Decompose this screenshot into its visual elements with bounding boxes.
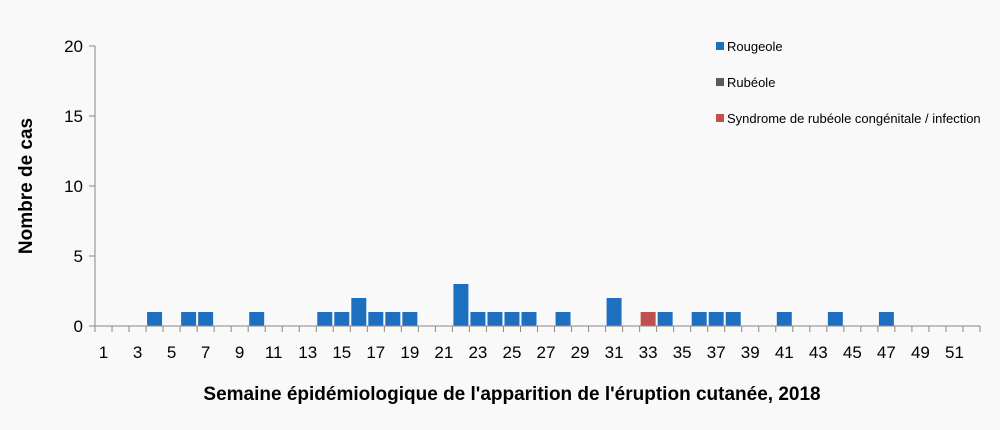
x-tick-label: 25 bbox=[503, 343, 522, 362]
x-tick-label: 27 bbox=[537, 343, 556, 362]
x-tick-label: 21 bbox=[434, 343, 453, 362]
x-tick-label: 23 bbox=[468, 343, 487, 362]
bar-rougeole-week-23 bbox=[470, 312, 486, 326]
y-tick-label: 0 bbox=[74, 317, 83, 336]
y-axis-title: Nombre de cas bbox=[16, 118, 37, 254]
x-tick-label: 13 bbox=[298, 343, 317, 362]
y-tick-label: 5 bbox=[74, 247, 83, 266]
x-tick-label: 39 bbox=[741, 343, 760, 362]
bar-rougeole-week-37 bbox=[708, 312, 724, 326]
bar-rougeole-week-41 bbox=[776, 312, 792, 326]
legend-label: Rougeole bbox=[727, 39, 783, 54]
legend-label: Rubéole bbox=[727, 75, 775, 90]
bar-rougeole-week-15 bbox=[334, 312, 350, 326]
bar-rougeole-week-25 bbox=[504, 312, 520, 326]
x-tick-label: 51 bbox=[945, 343, 964, 362]
bar-syndrome-week-33 bbox=[640, 312, 656, 326]
bar-rougeole-week-16 bbox=[351, 298, 367, 326]
legend: Rougeole Rubéole Syndrome de rubéole congé… bbox=[716, 39, 981, 126]
bar-rougeole-week-36 bbox=[691, 312, 707, 326]
legend-swatch bbox=[716, 78, 724, 86]
x-tick-label: 17 bbox=[366, 343, 385, 362]
x-tick-label: 5 bbox=[167, 343, 176, 362]
x-tick-label: 41 bbox=[775, 343, 794, 362]
bar-rougeole-week-22 bbox=[453, 284, 469, 326]
x-tick-label: 47 bbox=[877, 343, 896, 362]
x-tick-label: 33 bbox=[639, 343, 658, 362]
x-tick-label: 29 bbox=[571, 343, 590, 362]
bar-rougeole-week-18 bbox=[385, 312, 401, 326]
x-tick-label: 31 bbox=[605, 343, 624, 362]
bar-rougeole-week-34 bbox=[657, 312, 673, 326]
bar-rougeole-week-31 bbox=[606, 298, 622, 326]
x-tick-label: 15 bbox=[332, 343, 351, 362]
x-tick-label: 37 bbox=[707, 343, 726, 362]
bar-rougeole-week-38 bbox=[725, 312, 741, 326]
y-tick-label: 20 bbox=[64, 37, 83, 56]
y-tick-label: 15 bbox=[64, 107, 83, 126]
legend-label: Syndrome de rubéole congénitale / infect… bbox=[727, 111, 981, 126]
x-tick-label: 11 bbox=[265, 343, 283, 362]
x-tick-label: 43 bbox=[809, 343, 828, 362]
x-axis: 1 3 5 7 9 11 13 15 17 19 21 23 25 27 29 31 33 35 37 39 41 43 4… bbox=[94, 325, 981, 362]
bar-rougeole-week-4 bbox=[147, 312, 163, 326]
bar-rougeole-week-19 bbox=[402, 312, 418, 326]
bar-rougeole-week-44 bbox=[827, 312, 843, 326]
bar-rougeole-week-7 bbox=[198, 312, 214, 326]
bar-rougeole-week-6 bbox=[181, 312, 197, 326]
y-tick-label: 10 bbox=[64, 177, 83, 196]
x-tick-label: 7 bbox=[201, 343, 210, 362]
bar-rougeole-week-17 bbox=[368, 312, 384, 326]
x-tick-label: 1 bbox=[99, 343, 108, 362]
x-tick-label: 45 bbox=[843, 343, 862, 362]
bar-rougeole-week-14 bbox=[317, 312, 333, 326]
bar-rougeole-week-10 bbox=[249, 312, 265, 326]
bar-rougeole-week-47 bbox=[878, 312, 894, 326]
bar-rougeole-week-26 bbox=[521, 312, 537, 326]
legend-swatch bbox=[716, 114, 724, 122]
bars-group bbox=[147, 284, 894, 326]
x-axis-title: Semaine épidémiologique de l'apparition … bbox=[203, 384, 820, 405]
x-tick-label: 35 bbox=[673, 343, 692, 362]
bar-rougeole-week-24 bbox=[487, 312, 503, 326]
y-axis: 0 5 10 15 20 bbox=[64, 37, 96, 336]
bar-rougeole-week-28 bbox=[555, 312, 571, 326]
x-tick-label: 3 bbox=[133, 343, 142, 362]
x-tick-label: 9 bbox=[235, 343, 244, 362]
legend-swatch bbox=[716, 42, 724, 50]
x-tick-label: 49 bbox=[911, 343, 930, 362]
x-tick-label: 19 bbox=[400, 343, 419, 362]
